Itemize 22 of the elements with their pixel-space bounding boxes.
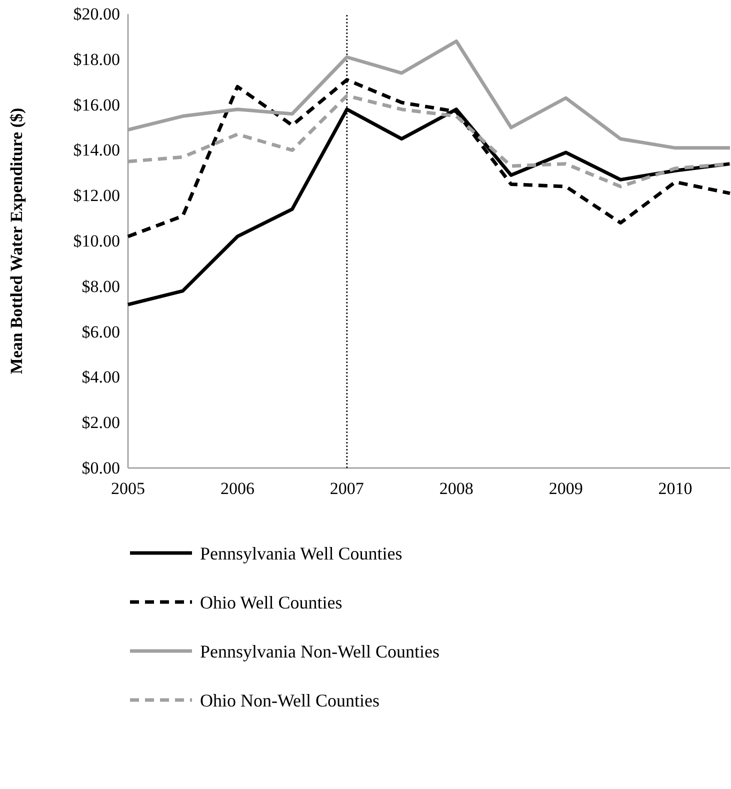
y-tick-label: $0.00 <box>82 458 120 478</box>
legend-label: Ohio Well Counties <box>200 592 342 612</box>
x-tick-label: 2009 <box>548 479 583 498</box>
y-tick-label: $8.00 <box>82 276 120 296</box>
y-tick-label: $10.00 <box>73 231 120 250</box>
y-tick-label: $2.00 <box>82 413 120 432</box>
y-tick-label: $14.00 <box>73 140 120 160</box>
x-tick-label: 2005 <box>111 479 145 498</box>
y-tick-label: $12.00 <box>73 186 120 206</box>
legend-label: Pennsylvania Non-Well Counties <box>200 641 440 662</box>
x-tick-label: 2006 <box>220 479 254 498</box>
legend-label: Ohio Non-Well Counties <box>200 690 380 710</box>
y-axis-title: Mean Bottled Water Expenditure ($) <box>7 108 26 374</box>
y-tick-label: $20.00 <box>73 4 120 24</box>
y-tick-label: $18.00 <box>73 50 120 69</box>
x-tick-label: 2007 <box>330 479 364 498</box>
y-tick-label: $6.00 <box>82 322 120 342</box>
y-tick-label: $16.00 <box>73 95 120 114</box>
y-tick-label: $4.00 <box>82 368 120 387</box>
legend-label: Pennsylvania Well Counties <box>200 543 402 564</box>
x-tick-label: 2010 <box>658 479 692 498</box>
x-tick-label: 2008 <box>439 479 474 498</box>
